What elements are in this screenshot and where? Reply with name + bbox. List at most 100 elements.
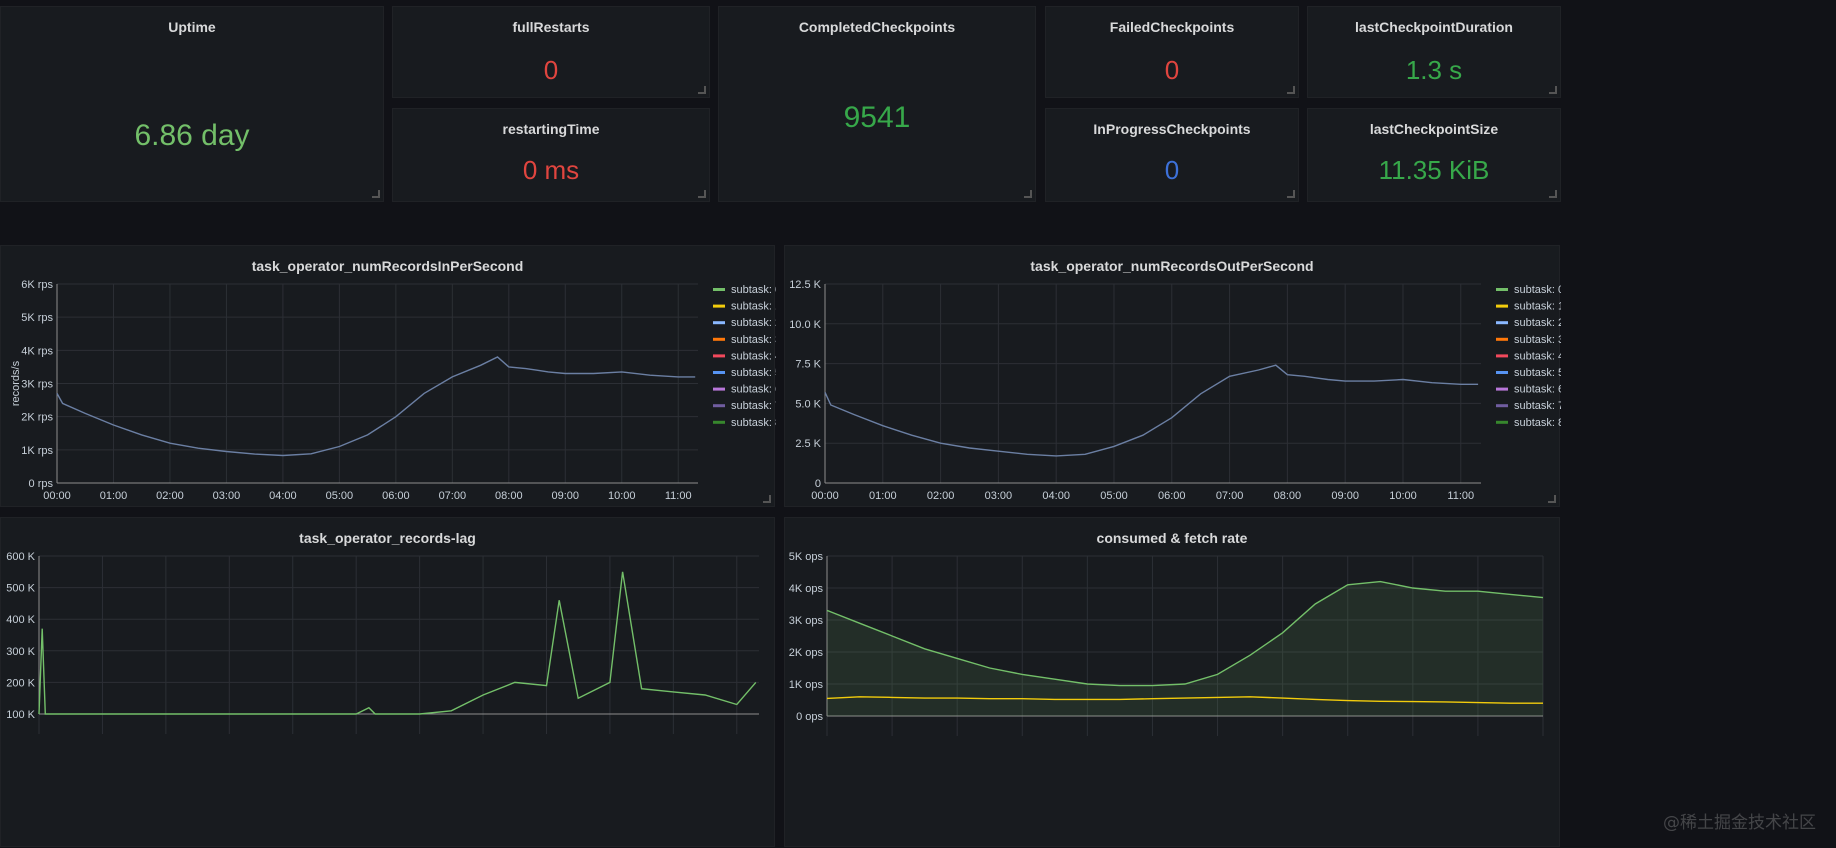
series-area: [827, 581, 1543, 716]
legend-label: subtask: 3: [731, 334, 776, 346]
records-in-panel[interactable]: task_operator_numRecordsInPerSecond 0 rp…: [0, 245, 776, 507]
legend-label: subtask: 2: [731, 317, 776, 329]
uptime-panel[interactable]: Uptime 6.86 day: [0, 6, 384, 202]
x-tick-label: 08:00: [1274, 490, 1302, 502]
legend-label: subtask: 2: [1514, 317, 1561, 329]
legend-swatch: [713, 420, 725, 424]
y-tick-label: 5K rps: [21, 312, 53, 324]
legend-swatch: [713, 387, 725, 391]
failed-checkpoints-panel[interactable]: FailedCheckpoints 0: [1045, 6, 1299, 98]
x-tick-label: 00:00: [811, 490, 839, 502]
resize-handle[interactable]: [1549, 190, 1557, 198]
legend-label: subtask: 4: [731, 350, 776, 362]
legend-label: subtask: 8: [1514, 417, 1561, 429]
last-checkpoint-duration-title: lastCheckpointDuration: [1355, 19, 1513, 35]
legend-label: subtask: 7: [731, 400, 776, 412]
y-tick-label: 400 K: [6, 614, 35, 626]
y-tick-label: 4K rps: [21, 345, 53, 357]
legend-label: subtask: 6: [731, 384, 776, 396]
x-tick-label: 02:00: [927, 490, 955, 502]
y-tick-label: 100 K: [6, 709, 35, 721]
legend-swatch: [713, 288, 725, 291]
completed-checkpoints-panel[interactable]: CompletedCheckpoints 9541: [718, 6, 1036, 202]
x-tick-label: 07:00: [1216, 490, 1244, 502]
x-tick-label: 01:00: [869, 490, 897, 502]
legend-label: subtask: 8: [731, 417, 776, 429]
resize-handle[interactable]: [1287, 86, 1295, 94]
x-tick-label: 04:00: [269, 490, 297, 502]
legend-swatch: [1496, 354, 1508, 358]
x-tick-label: 08:00: [495, 490, 523, 502]
consumed-fetch-chart: 0 ops 1K ops 2K ops 3K ops 4K ops 5K ops: [789, 551, 1544, 736]
x-tick-label: 03:00: [213, 490, 241, 502]
resize-handle[interactable]: [698, 86, 706, 94]
y-tick-label: 4K ops: [789, 583, 824, 595]
y-tick-label: 500 K: [6, 583, 35, 595]
x-tick-label: 06:00: [382, 490, 410, 502]
x-tick-label: 00:00: [43, 490, 71, 502]
legend-label: subtask: 1: [1514, 301, 1561, 313]
series-line-subtask-5: [56, 356, 696, 457]
y-tick-label: 6K rps: [21, 279, 53, 291]
completed-checkpoints-title: CompletedCheckpoints: [798, 19, 956, 35]
x-tick-label: 01:00: [100, 490, 128, 502]
resize-handle[interactable]: [372, 190, 380, 198]
resize-handle[interactable]: [698, 190, 706, 198]
resize-handle[interactable]: [1024, 190, 1032, 198]
x-tick-label: 05:00: [326, 490, 354, 502]
resize-handle[interactable]: [1548, 495, 1556, 503]
inprogress-checkpoints-title: InProgressCheckpoints: [1093, 121, 1251, 137]
legend-swatch: [713, 321, 725, 325]
y-tick-label: 1K rps: [21, 445, 53, 457]
y-tick-label: 5.0 K: [795, 398, 821, 410]
legend-swatch: [713, 337, 725, 341]
legend-swatch: [713, 371, 725, 374]
legend-label: subtask: 6: [1514, 384, 1561, 396]
records-out-panel[interactable]: task_operator_numRecordsOutPerSecond 0 2.…: [784, 245, 1561, 507]
consumed-fetch-panel[interactable]: consumed & fetch rate 0 ops 1K ops 2K ops 3…: [784, 517, 1560, 847]
full-restarts-panel[interactable]: fullRestarts 0: [392, 6, 710, 98]
completed-checkpoints-value: 9541: [843, 101, 911, 134]
watermark: @稀土掘金技术社区: [1663, 813, 1816, 833]
y-tick-label: 2.5 K: [795, 438, 821, 450]
series-line-subtask-5: [824, 364, 1479, 457]
x-tick-label: 10:00: [608, 490, 636, 502]
y-tick-label: 7.5 K: [795, 359, 821, 371]
consumed-fetch-title: consumed & fetch rate: [1096, 530, 1248, 546]
last-checkpoint-size-title: lastCheckpointSize: [1369, 121, 1499, 137]
x-tick-label: 06:00: [1158, 490, 1186, 502]
series-line-consumed: [826, 580, 1544, 687]
restarting-time-title: restartingTime: [502, 121, 600, 137]
legend-label: subtask: 0: [731, 284, 776, 296]
y-tick-label: 3K ops: [789, 615, 824, 627]
last-checkpoint-duration-panel[interactable]: lastCheckpointDuration 1.3 s: [1307, 6, 1561, 98]
resize-handle[interactable]: [763, 495, 771, 503]
restarting-time-panel[interactable]: restartingTime 0 ms: [392, 108, 710, 202]
inprogress-checkpoints-panel[interactable]: InProgressCheckpoints 0: [1045, 108, 1299, 202]
legend-label: subtask: 1: [731, 301, 776, 313]
y-tick-label: 300 K: [6, 646, 35, 658]
resize-handle[interactable]: [1287, 190, 1295, 198]
y-tick-label: 5K ops: [789, 551, 824, 563]
series-line-fetch: [826, 696, 1543, 704]
failed-checkpoints-title: FailedCheckpoints: [1109, 19, 1235, 35]
legend-swatch: [1496, 304, 1508, 308]
legend-swatch: [1496, 321, 1508, 325]
y-tick-label: 3K rps: [21, 379, 53, 391]
y-tick-label: 200 K: [6, 677, 35, 689]
resize-handle[interactable]: [1549, 86, 1557, 94]
records-lag-chart: 100 K 200 K 300 K 400 K 500 K 600 K: [6, 551, 759, 734]
x-tick-label: 04:00: [1042, 490, 1070, 502]
legend-swatch: [1496, 371, 1508, 374]
records-lag-panel[interactable]: task_operator_records-lag 100 K 200 K 300 …: [0, 517, 775, 847]
y-tick-label: 10.0 K: [789, 319, 821, 331]
uptime-title: Uptime: [168, 19, 216, 35]
last-checkpoint-size-value: 11.35 KiB: [1378, 155, 1490, 185]
x-tick-label: 09:00: [1331, 490, 1359, 502]
inprogress-checkpoints-value: 0: [1164, 155, 1180, 185]
records-in-chart: 0 rps 1K rps 2K rps 3K rps 4K rps 5K rps 6K rp…: [10, 279, 776, 502]
full-restarts-title: fullRestarts: [512, 19, 590, 35]
legend-swatch: [1496, 288, 1508, 291]
legend-swatch: [1496, 337, 1508, 341]
last-checkpoint-size-panel[interactable]: lastCheckpointSize 11.35 KiB: [1307, 108, 1561, 202]
